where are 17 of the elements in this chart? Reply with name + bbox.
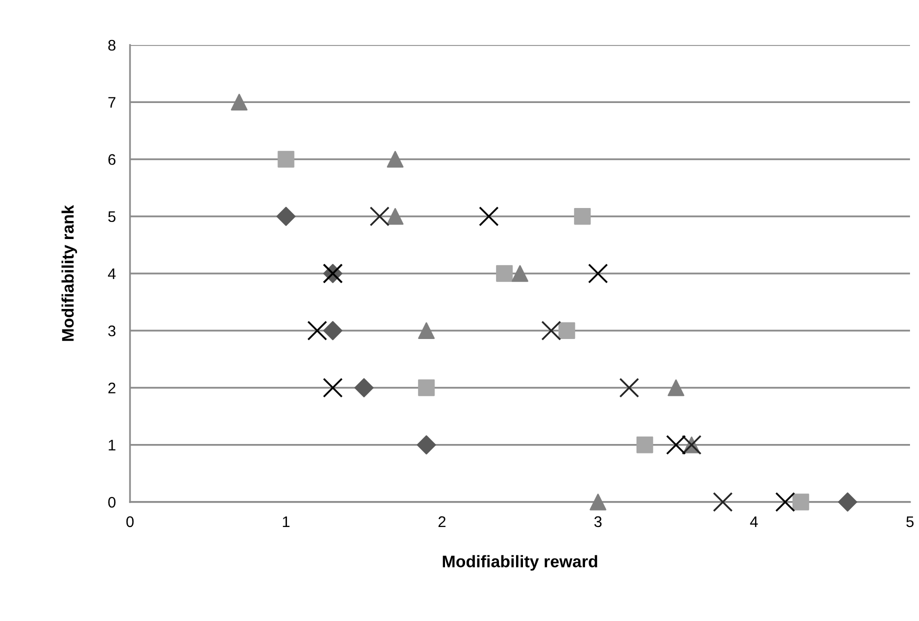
y-tick-label: 7 xyxy=(108,97,116,108)
x-tick-label: 4 xyxy=(750,516,758,527)
x-tick-label: 0 xyxy=(126,516,134,528)
y-tick-label: 5 xyxy=(108,211,116,222)
y-tick-label: 6 xyxy=(108,154,116,165)
y-tick-label: 3 xyxy=(108,325,116,336)
x-tick-label: 5 xyxy=(906,516,914,528)
x-axis-title: Modifiability reward xyxy=(442,555,598,571)
y-tick-label: 4 xyxy=(108,268,116,280)
y-tick-label: 1 xyxy=(108,440,116,450)
x-tick-label: 2 xyxy=(438,516,446,527)
y-tick-label: 8 xyxy=(108,40,116,51)
y-tick-label: 2 xyxy=(108,382,116,394)
y-axis-title: Modifiability rank xyxy=(62,204,78,341)
x-tick-label: 1 xyxy=(282,516,290,527)
x-tick-label: 3 xyxy=(594,516,602,528)
y-tick-label: 0 xyxy=(108,496,116,508)
